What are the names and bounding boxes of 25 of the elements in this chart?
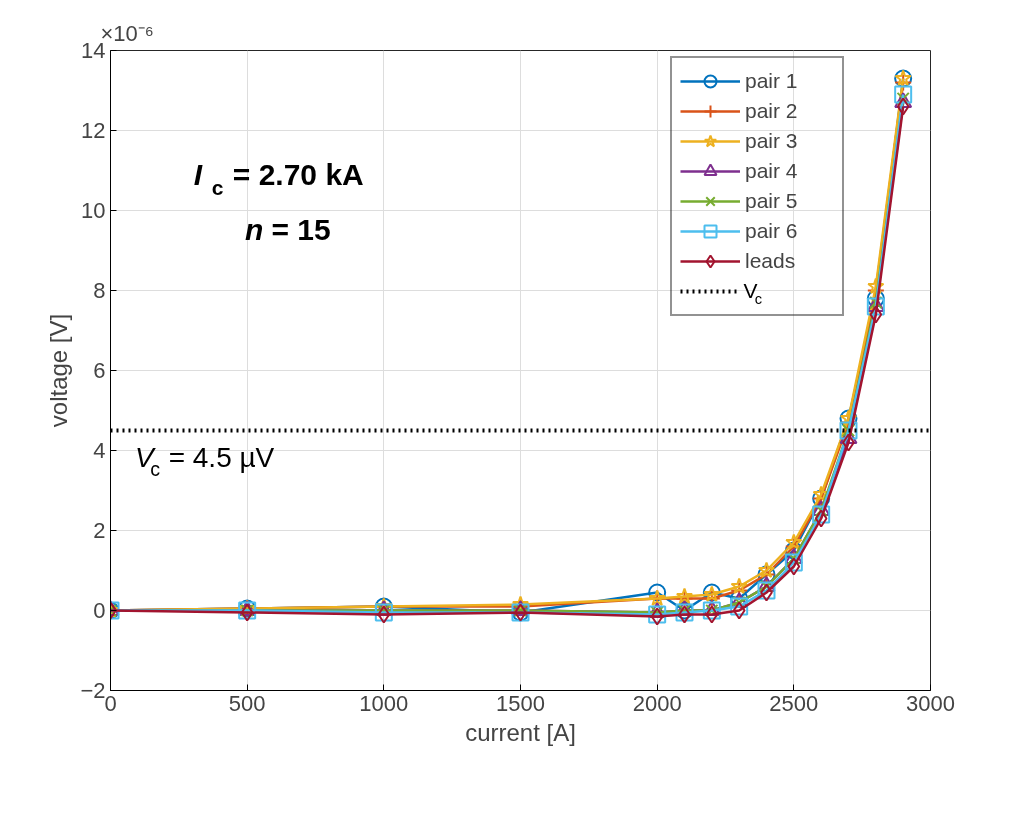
y-tick-label: 0: [93, 598, 106, 623]
legend-label: pair 4: [745, 158, 799, 184]
y-tick-label: 6: [93, 358, 106, 383]
x-tick-label: 1500: [496, 690, 545, 716]
legend-label: pair 5: [745, 188, 799, 214]
y-tick-label: 4: [93, 438, 106, 463]
legend-label: leads: [745, 248, 797, 274]
y-tick-label: −2: [80, 678, 106, 703]
legend-label: pair 6: [745, 218, 799, 244]
legend-label: pair 2: [745, 98, 799, 124]
x-tick-label: 3000: [906, 690, 955, 716]
x-tick-label: 2000: [632, 690, 682, 716]
annotation: n = 15: [245, 212, 331, 246]
legend-label: pair 1: [745, 68, 799, 94]
y-tick-label: 10: [81, 198, 106, 223]
y-tick-label: 14: [81, 38, 106, 63]
y-axis-title: voltage [V]: [45, 313, 73, 428]
x-tick-label: 2500: [769, 690, 819, 716]
y-tick-label: 12: [81, 118, 106, 143]
x-axis-title: current [A]: [465, 718, 576, 746]
x-tick-label: 500: [228, 690, 266, 716]
y-tick-label: 8: [93, 278, 106, 303]
x-tick-label: 1000: [359, 690, 409, 716]
y-tick-label: 2: [93, 518, 106, 543]
legend-label: pair 3: [745, 128, 799, 154]
